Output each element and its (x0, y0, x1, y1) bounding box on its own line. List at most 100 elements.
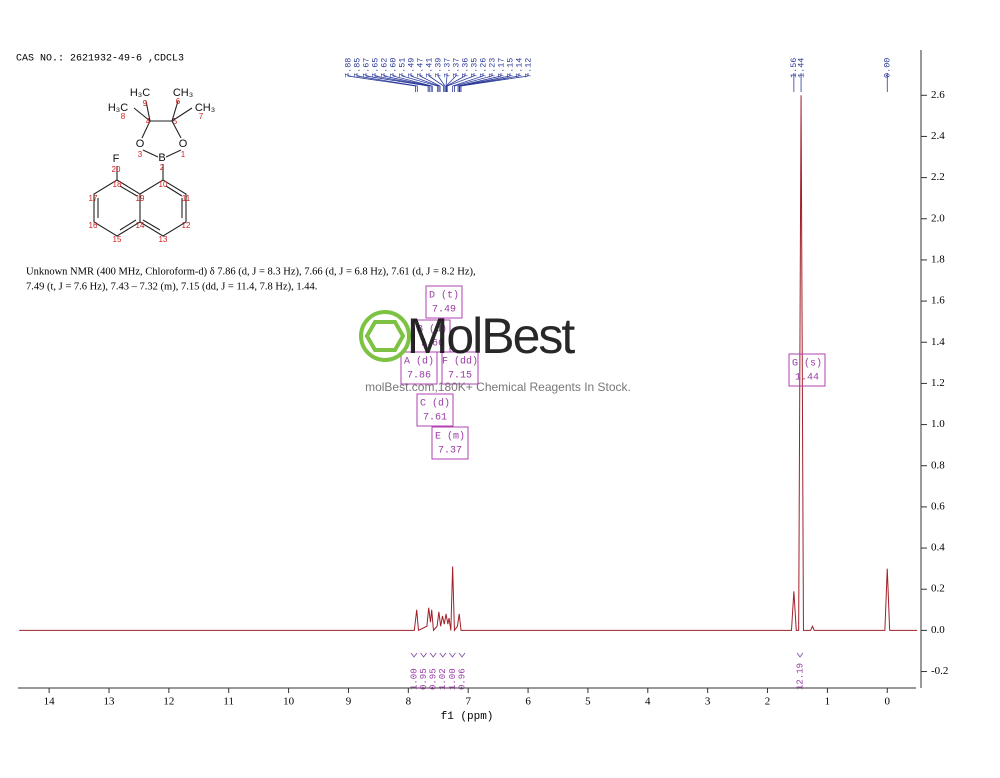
multiplet-frame (788, 353, 826, 387)
y-tick-label: 0.4 (931, 542, 945, 554)
atom-number: 1 (181, 150, 186, 159)
integral-bracket (410, 652, 418, 658)
x-tick-label: 8 (406, 696, 412, 708)
atom-label: O (179, 138, 188, 150)
peak-leader (452, 73, 484, 92)
peak-label: 1.56 (789, 58, 799, 78)
spectrum-line (19, 95, 918, 632)
peak-label: 0.00 (883, 58, 893, 78)
atom-number: 18 (113, 180, 122, 189)
integral-label: 1.00 (409, 668, 419, 690)
peak-leader (383, 73, 432, 92)
peak-label: 7.65 (370, 58, 380, 78)
x-tick-label: 12 (163, 696, 174, 708)
x-tick-label: 10 (283, 696, 295, 708)
atom-number: 4 (146, 117, 151, 126)
multiplet-label: A (d) (404, 356, 434, 368)
multiplet-box: A (d) 7.86 (400, 351, 438, 385)
integral-label: 1.00 (448, 668, 458, 690)
watermark-tagline: molBest.com,180K+ Chemical Reagents In S… (365, 380, 631, 394)
atom-number: 8 (121, 112, 126, 121)
integral-bracket (420, 652, 427, 658)
atom-number: 14 (136, 221, 145, 230)
x-tick-label: 3 (705, 696, 711, 708)
multiplet-box: E (m) 7.37 (431, 426, 469, 460)
peak-leader (401, 73, 439, 92)
y-tick-label: 0.8 (931, 459, 945, 471)
peak-leader (374, 73, 430, 92)
peak-leader (446, 73, 466, 92)
logo-hexagon (364, 320, 406, 352)
multiplet-frame (425, 285, 463, 319)
peak-leader (457, 73, 502, 92)
multiplet-box: C (d) 7.61 (416, 393, 454, 427)
multiplet-frame (416, 393, 454, 427)
integral-label: 1.02 (438, 668, 448, 690)
multiplet-frame (400, 351, 438, 385)
multiplet-box: G (s) 1.44 (788, 353, 826, 387)
watermark-logo: MolBest (407, 308, 576, 364)
atom-number: 6 (176, 97, 181, 106)
multiplet-shift: 1.44 (795, 373, 819, 384)
atom-label: CH₃ (173, 87, 193, 99)
atom-number: 15 (113, 235, 122, 244)
multiplet-shift: 7.15 (448, 371, 472, 382)
x-tick-label: 5 (585, 696, 591, 708)
y-tick-label: 1.4 (931, 336, 945, 348)
peak-leader (458, 73, 511, 92)
multiplet-label: E (m) (435, 431, 465, 443)
peak-label: 7.36 (460, 58, 470, 78)
multiplet-shift: 7.86 (407, 371, 431, 382)
peak-label: 7.51 (397, 58, 407, 78)
peak-leader (392, 73, 433, 92)
peak-label: 7.23 (487, 58, 497, 78)
integral-bracket (796, 652, 804, 658)
peak-leader (356, 73, 418, 92)
peak-label: 7.12 (523, 58, 533, 78)
atom-label: O (136, 138, 145, 150)
peak-leader (446, 73, 475, 92)
peak-label: 7.37 (442, 58, 452, 78)
integral-bracket (458, 652, 466, 658)
x-tick-label: 0 (885, 696, 891, 708)
peak-leader (445, 73, 457, 92)
atom-label: B (158, 152, 165, 164)
multiplet-shift: 7.66 (420, 339, 444, 350)
multiplet-box: B (d) 7.66 (413, 319, 451, 353)
integral-label: 0.96 (457, 668, 467, 690)
y-tick-label: -0.2 (931, 665, 948, 677)
peak-label: 7.15 (505, 58, 515, 78)
peak-label: 7.67 (361, 58, 371, 78)
x-tick-label: 1 (825, 696, 831, 708)
integral-bracket (449, 652, 456, 658)
x-tick-label: 14 (44, 696, 56, 708)
y-tick-label: 0.6 (931, 500, 945, 512)
atom-number: 3 (138, 150, 143, 159)
multiplet-shift: 7.49 (432, 305, 456, 316)
y-tick-label: 2.4 (931, 130, 945, 142)
x-tick-label: 4 (645, 696, 651, 708)
watermark: MolBest molBest.com,180K+ Chemical Reage… (359, 308, 631, 394)
y-tick-label: 0.0 (931, 624, 945, 636)
multiplet-box: D (t) 7.49 (425, 285, 463, 319)
peak-leader (347, 73, 416, 92)
peak-leader (459, 73, 520, 92)
multiplet-label: G (s) (792, 358, 822, 370)
atom-number: 2 (160, 163, 165, 172)
x-tick-label: 11 (223, 696, 234, 708)
multiplet-frame (431, 426, 469, 460)
description-line: Unknown NMR (400 MHz, Chloroform-d) δ 7.… (26, 266, 476, 277)
atom-label: H₃C (130, 87, 150, 99)
integral-label: 0.95 (419, 668, 429, 690)
atom-number: 19 (136, 194, 145, 203)
molecule-bonds (93, 100, 193, 237)
multiplet-box: F (dd) 7.15 (441, 351, 479, 385)
peak-leader (428, 73, 445, 92)
multiplet-shift: 7.61 (423, 413, 447, 424)
integral-bracket (439, 652, 447, 658)
atom-number: 13 (159, 235, 168, 244)
y-tick-label: 2.0 (931, 212, 945, 224)
y-tick-label: 1.8 (931, 253, 945, 265)
